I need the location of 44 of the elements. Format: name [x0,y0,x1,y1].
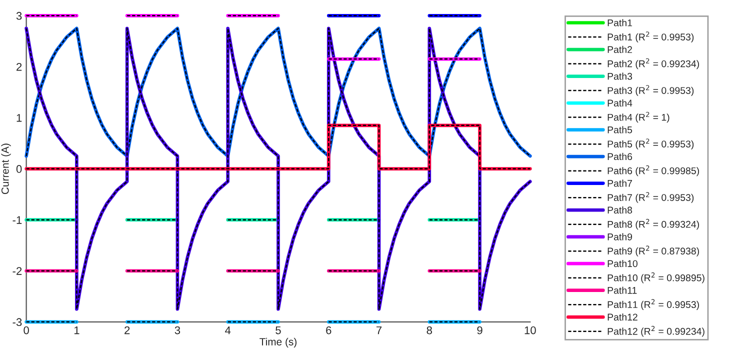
legend-label: Path2 (R$^{2}$ = 0.99234) [608,58,699,70]
legend-label: Path7 [608,180,632,187]
y-tick-label: -2 [12,267,22,275]
x-tick-label: 10 [524,326,536,334]
y-tick-label: -1 [12,216,22,224]
legend-label: Path3 (R$^{2}$ = 0.9953) [608,85,694,96]
legend-label: Path11 [608,286,637,294]
legend-label: Path8 (R$^{2}$ = 0.99324) [608,218,699,230]
legend-label: Path8 [608,206,632,214]
x-tick-label: 6 [326,326,332,334]
legend-label: Path2 [608,46,632,54]
legend-label: Path7 (R$^{2}$ = 0.9953) [608,192,694,203]
x-tick-label: 4 [225,326,231,334]
y-tick-label: 3 [16,12,22,20]
legend-label: Path4 [608,99,632,107]
x-tick-label: 0 [24,326,29,334]
legend-label: Path6 [608,152,632,160]
y-tick-label: 0 [16,165,22,173]
x-tick-label: 8 [426,326,432,334]
legend-label: Path12 [608,313,638,321]
legend-label: Path9 [608,233,632,240]
legend-label: Path6 (R$^{2}$ = 0.99985) [608,165,699,176]
legend-label: Path10 [608,260,638,268]
legend-label: Path10 (R$^{2}$ = 0.99895) [608,272,704,284]
x-axis-title: Time (s) [260,338,296,348]
legend-label: Path3 [608,72,632,80]
x-tick-label: 9 [477,326,482,334]
legend-label: Path1 [608,19,632,26]
y-tick-label: 2 [16,62,22,71]
legend-label: Path1 (R$^{2}$ = 0.9953) [608,32,694,42]
legend-label: Path9 (R$^{2}$ = 0.87938) [608,246,699,256]
y-tick-label: 1 [16,114,22,122]
y-tick-label: -3 [12,318,22,326]
x-tick-label: 1 [74,326,80,334]
legend-label: Path11 (R$^{2}$ = 0.9953) [608,299,699,310]
legend-label: Path5 (R$^{2}$ = 0.9953) [608,138,694,150]
x-tick-label: 7 [376,326,382,334]
legend-label: Path12 (R$^{2}$ = 0.99234) [608,326,704,337]
legend-label: Path4 (R$^{2}$ = 1) [608,112,670,123]
x-tick-label: 3 [174,326,180,334]
legend-label: Path5 [608,126,632,134]
x-tick-label: 2 [124,326,130,334]
y-axis-title: Current (A) [1,144,11,194]
x-tick-label: 5 [276,326,281,334]
